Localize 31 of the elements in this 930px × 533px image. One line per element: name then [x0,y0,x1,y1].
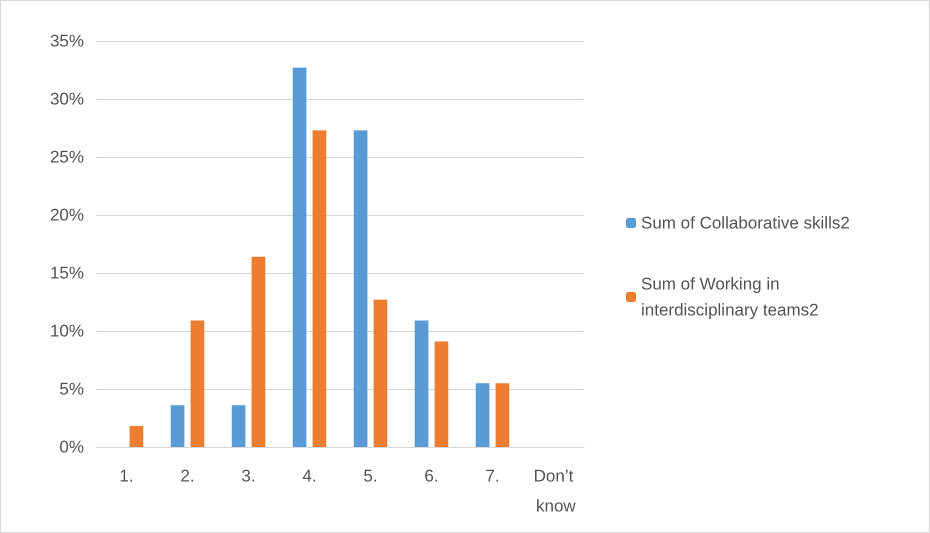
bar [476,383,490,447]
bar [354,130,368,447]
bar [434,341,448,447]
x-tick-label: 6. [424,466,439,486]
legend-label: Sum of Collaborative skills2 [641,214,850,232]
y-tick-label: 15% [50,264,84,282]
y-tick-label: 0% [59,438,84,456]
bar [312,130,326,447]
x-tick-label: 2. [180,466,195,486]
bar [292,68,306,447]
y-tick-label: 35% [50,32,84,50]
x-tick-label: 5. [363,466,378,486]
bar [496,383,510,447]
bar [374,300,388,447]
y-tick-label: 30% [50,90,84,108]
y-tick-label: 25% [50,148,84,166]
x-tick-label: 3. [241,466,256,486]
bar [190,320,204,447]
bar [170,405,184,447]
legend-label: Sum of Working in interdisciplinary teams2 [641,274,819,320]
bar [130,426,144,447]
bar [414,320,428,447]
bar [252,256,266,447]
x-tick-label: 4. [302,466,317,486]
y-tick-label: 20% [50,206,84,224]
x-tick-label: 1. [119,466,134,486]
x-tick-label: Don’t know [531,466,576,516]
x-tick-label: 7. [485,466,500,486]
bar [232,405,246,447]
y-tick-label: 5% [59,380,84,398]
y-tick-label: 10% [50,322,84,340]
